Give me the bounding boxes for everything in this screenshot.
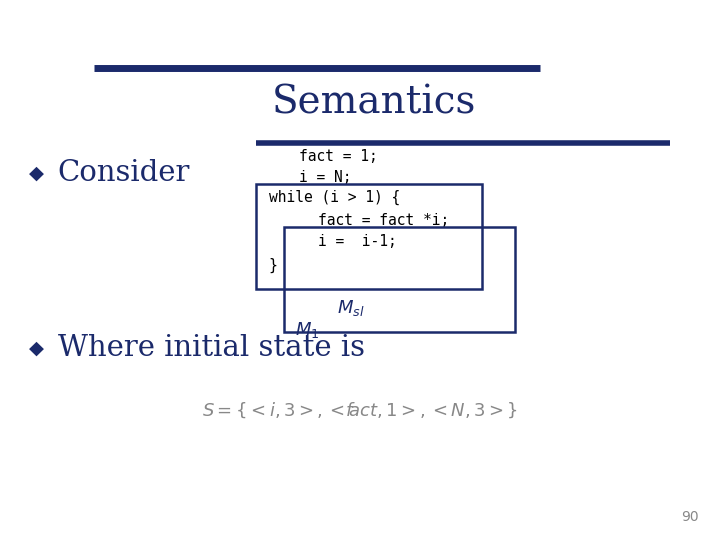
Text: }: } — [269, 258, 277, 273]
Text: 90: 90 — [681, 510, 698, 524]
Text: Where initial state is: Where initial state is — [58, 334, 364, 362]
Text: $S = \{<i, 3>, <\!f\!act, 1>, <N, 3>\}$: $S = \{<i, 3>, <\!f\!act, 1>, <N, 3>\}$ — [202, 401, 518, 420]
Text: ◆: ◆ — [29, 163, 44, 183]
Bar — [256, 184, 482, 289]
Text: while (i > 1) {: while (i > 1) { — [269, 190, 400, 205]
Text: fact = 1;: fact = 1; — [299, 149, 377, 164]
Text: fact = fact *i;: fact = fact *i; — [318, 213, 449, 228]
Text: $M_1$: $M_1$ — [295, 320, 320, 341]
Text: Semantics: Semantics — [272, 84, 477, 121]
Bar — [284, 227, 515, 332]
Text: i =  i-1;: i = i-1; — [318, 234, 396, 249]
Text: ◆: ◆ — [29, 339, 44, 358]
Text: Consider: Consider — [58, 159, 190, 187]
Text: $M_{sl}$: $M_{sl}$ — [337, 298, 364, 318]
Text: i = N;: i = N; — [299, 170, 351, 185]
